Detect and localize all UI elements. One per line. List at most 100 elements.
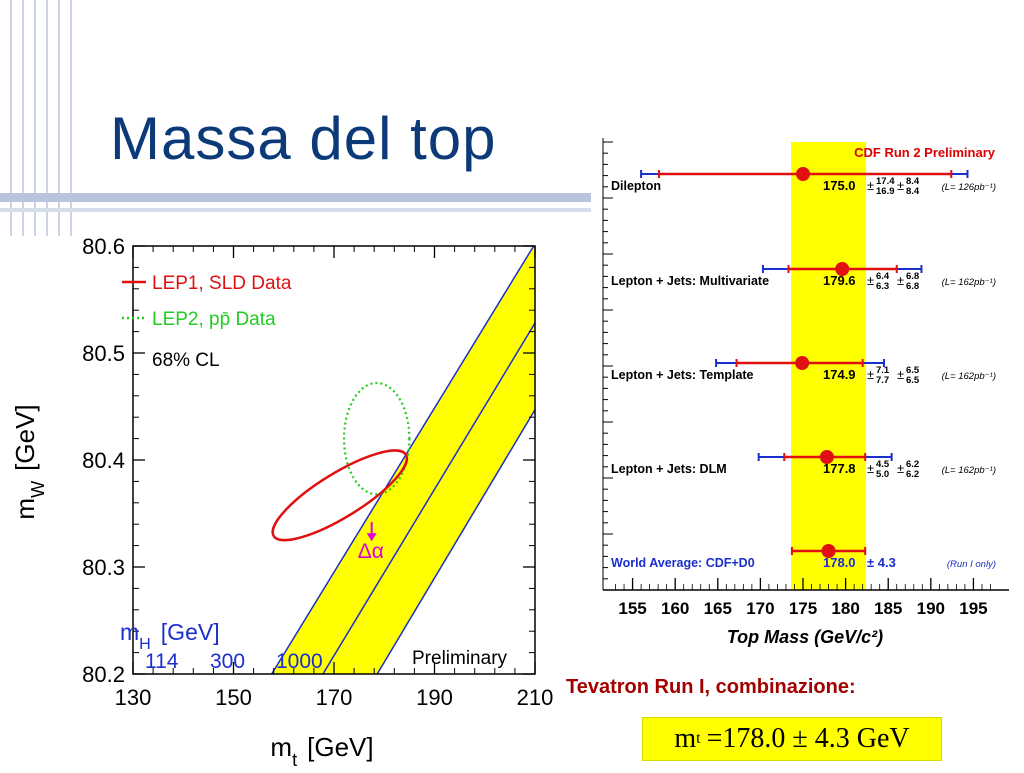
measurement-row: World Average: CDF+D0 178.0 ± 4.3 (Run I on… (611, 544, 996, 570)
top-mass-formula: m t =178.0 ± 4.3 GeV (642, 717, 942, 761)
formula-symbol: m (674, 723, 697, 754)
measurement-row: Lepton + Jets: Multivariate 179.6 ±6.46.3 ±… (611, 262, 996, 292)
measurement-point (795, 356, 810, 370)
x-tick-label: 190 (416, 685, 453, 710)
x-tick-label: 170 (316, 685, 353, 710)
x-tick-label: 165 (704, 599, 732, 618)
stat-plus: 7.1 (876, 365, 890, 376)
pm-sign: ± (867, 273, 874, 288)
syst-plus: 8.4 (906, 176, 920, 187)
y-tick-label: 80.4 (82, 448, 125, 473)
stat-minus: 7.7 (876, 375, 889, 386)
decor-band (0, 193, 1024, 202)
x-tick-label: 180 (831, 599, 859, 618)
measurement-point (835, 262, 850, 276)
x-tick-label: 185 (874, 599, 902, 618)
cdf-run2-label: CDF Run 2 Preliminary (854, 145, 996, 160)
measurement-point (819, 450, 834, 464)
measurement-error: ± 4.3 (867, 555, 896, 570)
x-tick-label: 175 (789, 599, 817, 618)
measurement-name: Lepton + Jets: Multivariate (611, 274, 769, 288)
pm-sign: ± (897, 273, 904, 288)
higgs-value-1000: 1000 (276, 650, 323, 673)
cl-label: 68% CL (152, 350, 220, 371)
pm-sign: ± (867, 367, 874, 382)
luminosity-label: (L= 162pb⁻¹) (942, 371, 996, 382)
pm-sign: ± (897, 367, 904, 382)
syst-minus: 6.2 (906, 469, 919, 480)
measurement-row: Dilepton 175.0 ±17.416.9 ±8.48.4 (L= 126pb⁻¹… (611, 167, 996, 197)
higgs-value-114: 114 (145, 650, 179, 673)
x-tick-label: 155 (618, 599, 646, 618)
x-tick-label: 170 (746, 599, 774, 618)
top-mass-axis-label: Top Mass (GeV/c²) (727, 627, 883, 647)
x-tick-label: 210 (517, 685, 554, 710)
measurement-value: 177.8 (823, 461, 856, 476)
measurement-row: Lepton + Jets: DLM 177.8 ±4.55.0 ±6.26.2 (L=… (611, 450, 996, 480)
lep2-ellipse (342, 381, 411, 496)
measurement-name: Lepton + Jets: Template (611, 368, 754, 382)
top-mass-chart-svg: CDF Run 2 Preliminary Dilepton 175.0 ±17.4… (602, 138, 1009, 647)
pm-sign: ± (867, 178, 874, 193)
syst-plus: 6.2 (906, 459, 919, 470)
combination-title: Tevatron Run I, combinazione: (566, 676, 856, 698)
syst-plus: 6.5 (906, 365, 920, 376)
stat-plus: 4.5 (876, 459, 890, 470)
luminosity-label: (L= 162pb⁻¹) (942, 465, 996, 476)
formula-expression: =178.0 ± 4.3 GeV (706, 723, 910, 754)
delta-alpha-label: Δα (358, 540, 384, 563)
lep1-ellipse (271, 449, 409, 542)
stat-minus: 6.3 (876, 281, 889, 292)
syst-minus: 6.8 (906, 281, 919, 292)
legend-lep1-label: LEP1, SLD Data (152, 273, 292, 294)
decor-band-thin (0, 208, 1024, 212)
stat-plus: 6.4 (876, 271, 890, 282)
x-tick-label: 195 (959, 599, 987, 618)
legend-lep2-label: LEP2, pp̄ Data (152, 309, 276, 330)
y-tick-label: 80.2 (82, 662, 125, 687)
measurement-point (821, 544, 836, 558)
measurement-value: 179.6 (823, 273, 856, 288)
measurement-value: 174.9 (823, 367, 856, 382)
measurement-name: Dilepton (611, 179, 661, 193)
x-tick-label: 130 (115, 685, 152, 710)
x-tick-label: 150 (215, 685, 252, 710)
mw-mt-chart-svg: 130 150 170 190 210 80.2 80.3 80.4 80.5 80.6 mW[G… (10, 234, 554, 770)
pm-sign: ± (867, 461, 874, 476)
higgs-line-1000 (376, 409, 536, 675)
stat-minus: 16.9 (876, 186, 895, 197)
measurement-point (796, 167, 810, 181)
measurement-row: Lepton + Jets: Template 174.9 ±7.17.7 ±6.56… (611, 356, 996, 386)
stat-minus: 5.0 (876, 469, 889, 480)
top-mass-chart: CDF Run 2 Preliminary Dilepton 175.0 ±17.4… (591, 128, 1024, 658)
syst-minus: 6.5 (906, 375, 920, 386)
x-tick-label: 190 (917, 599, 945, 618)
slide-title: Massa del top (110, 105, 497, 172)
higgs-line-300 (322, 322, 536, 675)
y-axis-label: mW[GeV] (10, 404, 48, 519)
y-tick-label: 80.6 (82, 236, 125, 259)
measurement-name: World Average: CDF+D0 (611, 556, 755, 570)
syst-plus: 6.8 (906, 271, 919, 282)
higgs-line-114 (271, 245, 535, 675)
higgs-value-300: 300 (210, 650, 245, 673)
measurement-value: 178.0 (823, 555, 856, 570)
luminosity-label: (Run I only) (947, 559, 996, 570)
syst-minus: 8.4 (906, 186, 920, 197)
luminosity-label: (L= 126pb⁻¹) (942, 182, 996, 193)
stat-plus: 17.4 (876, 176, 895, 187)
pm-sign: ± (897, 178, 904, 193)
x-axis-label: mt [GeV] (270, 732, 373, 768)
luminosity-label: (L= 162pb⁻¹) (942, 277, 996, 288)
measurement-value: 175.0 (823, 178, 856, 193)
delta-alpha-arrow (366, 522, 377, 542)
preliminary-label: Preliminary (412, 648, 508, 669)
higgs-mass-label: mH [GeV] (120, 619, 220, 653)
formula-subscript: t (696, 730, 701, 747)
y-tick-label: 80.3 (82, 555, 125, 580)
mw-mt-chart: 130 150 170 190 210 80.2 80.3 80.4 80.5 80.6 mW[G… (0, 234, 557, 770)
y-tick-label: 80.5 (82, 341, 125, 366)
pm-sign: ± (897, 461, 904, 476)
x-tick-label: 160 (661, 599, 689, 618)
